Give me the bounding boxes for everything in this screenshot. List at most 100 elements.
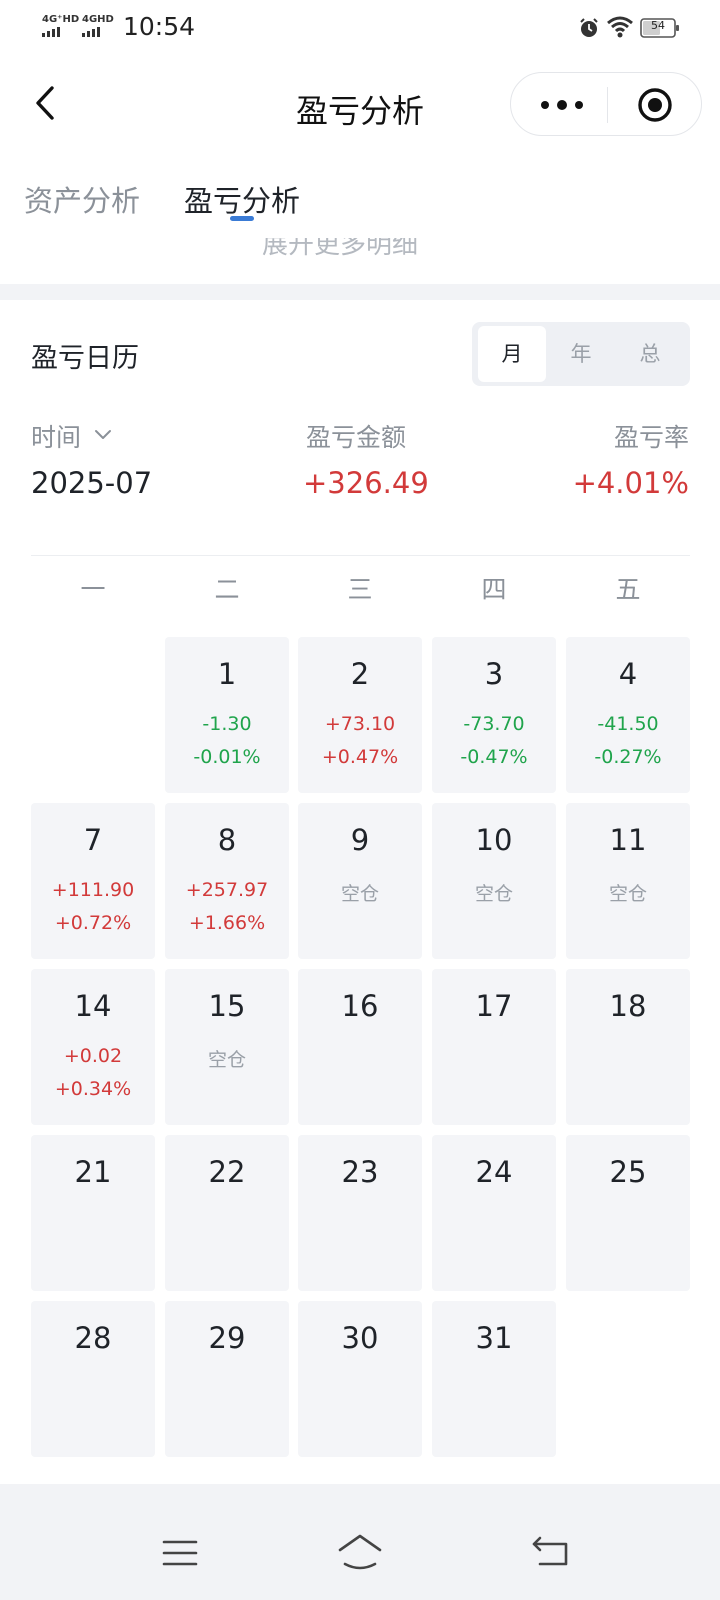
more-dots-icon[interactable] [537,95,587,115]
calendar-day-cell[interactable]: 7 +111.90 +0.72% [31,803,155,959]
flat-position-label: 空仓 [207,1049,246,1071]
day-number: 18 [609,989,647,1023]
flat-position-label: 空仓 [340,883,379,905]
day-number: 23 [341,1155,379,1189]
header-time[interactable]: 时间 [31,423,82,452]
summary-rate: +4.01% [572,466,689,500]
chevron-left-icon[interactable] [28,80,64,126]
day-pnl-rate: -0.01% [193,746,261,768]
period-switcher: 月 年 总 [472,322,690,386]
day-pnl-amount: +111.90 [51,879,135,901]
calendar-day-cell[interactable]: 21 [31,1135,155,1291]
back-arrow-icon[interactable] [530,1534,570,1568]
day-pnl-amount: +257.97 [185,879,269,901]
calendar-day-cell[interactable]: 8 +257.97 +1.66% [165,803,289,959]
calendar-day-cell[interactable]: 18 [566,969,690,1125]
calendar-day-cell[interactable]: 2 +73.10 +0.47% [298,637,422,793]
status-bar: 4G⁺HD 4GHD 10:54 54 [0,0,720,56]
signal-2-label: 4GHD [82,14,114,25]
calendar-day-cell[interactable]: 16 [298,969,422,1125]
header-rate: 盈亏率 [613,423,689,452]
day-number: 14 [74,989,112,1023]
signal-1-icon: 4G⁺HD [42,14,79,37]
divider [31,555,690,556]
calendar-day-cell[interactable]: 4 -41.50 -0.27% [566,637,690,793]
day-number: 4 [618,657,638,691]
day-number: 9 [350,823,370,857]
section-title: 盈亏日历 [31,343,139,374]
battery-icon [640,18,679,38]
mini-program-capsule [510,72,702,136]
calendar-day-cell[interactable]: 22 [165,1135,289,1291]
battery-level: 54 [651,19,665,32]
calendar-day-cell[interactable]: 1 -1.30 -0.01% [165,637,289,793]
weekday-wed: 三 [347,575,373,604]
calendar-day-cell[interactable]: 15 空仓 [165,969,289,1125]
calendar-day-cell[interactable]: 28 [31,1301,155,1457]
flat-position-label: 空仓 [608,883,647,905]
day-number: 15 [208,989,246,1023]
calendar-day-cell[interactable]: 14 +0.02 +0.34% [31,969,155,1125]
expand-more-details[interactable]: 展开更多明细 [0,238,720,284]
segment-total[interactable]: 总 [639,342,661,366]
day-pnl-rate: +0.72% [54,912,132,934]
signal-1-label: 4G⁺HD [42,14,80,25]
calendar-day-cell[interactable]: 23 [298,1135,422,1291]
calendar-day-cell[interactable]: 11 空仓 [566,803,690,959]
flat-position-label: 空仓 [474,883,513,905]
day-number: 17 [475,989,513,1023]
calendar-day-cell[interactable]: 3 -73.70 -0.47% [432,637,556,793]
day-pnl-amount: -1.30 [202,713,252,735]
calendar-day-cell[interactable]: 9 空仓 [298,803,422,959]
day-number: 25 [609,1155,647,1189]
day-number: 16 [341,989,379,1023]
calendar-day-cell[interactable]: 24 [432,1135,556,1291]
nav-bar: 盈亏分析 [0,56,720,156]
day-pnl-rate: +0.34% [54,1078,132,1100]
day-pnl-rate: -0.47% [460,746,528,768]
calendar-day-cell[interactable]: 31 [432,1301,556,1457]
section-gap [0,284,720,300]
chevron-down-icon[interactable] [93,428,113,442]
day-pnl-rate: -0.27% [594,746,662,768]
target-icon[interactable] [637,87,673,123]
tab-bar: 资产分析 盈亏分析 [0,156,720,238]
day-number: 7 [83,823,103,857]
day-number: 8 [217,823,237,857]
weekday-fri: 五 [615,575,641,604]
tab-pnl-analysis[interactable]: 盈亏分析 [184,184,301,218]
day-number: 29 [208,1321,246,1355]
home-icon[interactable] [336,1532,384,1570]
day-pnl-amount: +0.02 [63,1045,123,1067]
day-number: 21 [74,1155,112,1189]
calendar-day-cell[interactable]: 25 [566,1135,690,1291]
segment-year[interactable]: 年 [570,342,592,366]
wifi-icon [607,16,633,38]
day-number: 11 [609,823,647,857]
day-pnl-amount: -41.50 [597,713,659,735]
day-number: 2 [350,657,370,691]
system-nav-bar [0,1484,720,1600]
day-pnl-amount: -73.70 [463,713,525,735]
tab-indicator [230,216,254,221]
menu-icon[interactable] [162,1538,198,1568]
summary-time: 2025-07 [31,466,153,500]
header-amount: 盈亏金额 [306,423,407,452]
calendar-day-cell[interactable]: 29 [165,1301,289,1457]
weekday-tue: 二 [214,575,240,604]
tab-asset-analysis[interactable]: 资产分析 [24,184,141,218]
summary-amount: +326.49 [303,466,429,500]
signal-2-icon: 4GHD [82,14,114,37]
calendar-day-cell[interactable]: 10 空仓 [432,803,556,959]
day-number: 22 [208,1155,246,1189]
alarm-icon [580,18,598,37]
weekday-thu: 四 [481,575,507,604]
segment-month[interactable]: 月 [478,326,546,382]
page-title: 盈亏分析 [295,92,424,130]
calendar-day-cell[interactable]: 17 [432,969,556,1125]
status-time: 10:54 [123,12,196,41]
day-pnl-rate: +1.66% [188,912,266,934]
day-number: 30 [341,1321,379,1355]
calendar-day-cell[interactable]: 30 [298,1301,422,1457]
expand-more-label: 展开更多明细 [262,238,419,260]
